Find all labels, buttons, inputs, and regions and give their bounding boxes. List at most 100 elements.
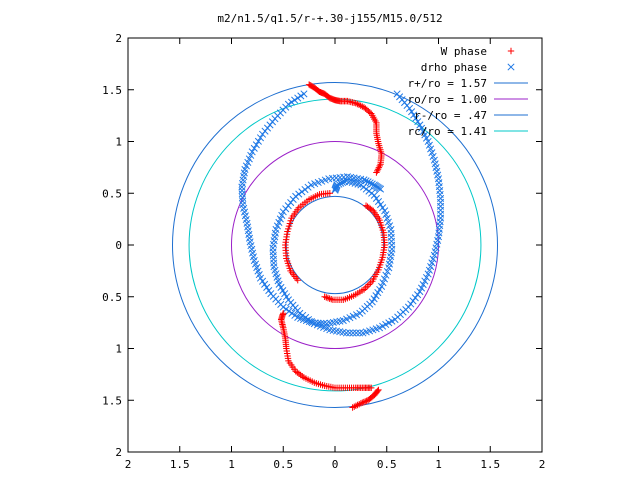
x-tick-label: 1.5 — [480, 458, 500, 471]
data-point — [380, 275, 389, 283]
data-point — [294, 94, 302, 102]
x-tick-label: 1 — [228, 458, 235, 471]
data-point — [252, 141, 260, 149]
data-point — [364, 397, 372, 404]
data-point — [287, 98, 296, 106]
data-point — [287, 217, 294, 224]
x-tick-label: 2 — [539, 458, 546, 471]
data-point — [379, 279, 387, 287]
data-point — [238, 194, 247, 202]
x-tick-label: 2 — [125, 458, 132, 471]
data-point — [286, 220, 294, 227]
data-point — [349, 404, 356, 411]
data-point — [317, 319, 325, 327]
data-point — [288, 214, 295, 222]
legend-label: rc/ro = 1.41 — [408, 125, 487, 138]
data-point — [285, 222, 293, 230]
x-tick-label: 0 — [332, 458, 339, 471]
data-point — [416, 288, 424, 296]
data-point — [405, 104, 414, 112]
data-point — [376, 201, 385, 209]
y-tick-label: 1 — [115, 136, 122, 149]
data-point — [258, 277, 267, 285]
legend-label: drho phase — [421, 61, 487, 74]
y-tick-label: 0 — [115, 239, 122, 252]
reference-circle — [231, 141, 439, 349]
data-point — [360, 398, 367, 406]
y-tick-label: 1.5 — [102, 84, 122, 97]
legend: W phase drho phase r+/ro = 1.57 ro/ro = 1.0… — [408, 45, 528, 138]
reference-circle — [172, 82, 498, 408]
y-tick-label: 2 — [115, 32, 122, 45]
x-tick-label: 1.5 — [170, 458, 190, 471]
data-point — [366, 179, 374, 187]
data-point — [362, 284, 369, 292]
data-point — [368, 180, 376, 188]
data-point — [256, 134, 265, 142]
data-point — [297, 92, 305, 100]
data-point — [256, 274, 265, 282]
y-tick-label: 2 — [115, 446, 122, 459]
data-point — [414, 291, 422, 299]
data-point — [379, 204, 387, 212]
data-point — [292, 192, 300, 200]
y-tick-label: 0.5 — [102, 187, 122, 200]
data-point — [263, 283, 271, 291]
data-point — [382, 271, 390, 279]
data-point — [409, 297, 417, 305]
y-tick-label: 1.5 — [102, 394, 122, 407]
data-point — [261, 280, 269, 288]
data-point — [339, 178, 347, 187]
data-point — [424, 270, 432, 278]
y-tick-label: 1 — [115, 343, 122, 356]
drho-phase-series — [238, 90, 445, 337]
legend-label: r-/ro = .47 — [414, 109, 487, 122]
W-phase-series — [277, 81, 388, 411]
data-point — [342, 177, 350, 185]
data-point — [414, 118, 422, 126]
data-point — [300, 90, 308, 98]
data-point — [285, 225, 292, 233]
data-point — [331, 186, 339, 194]
data-point — [250, 144, 258, 152]
data-point — [362, 202, 370, 209]
x-tick-label: 0.5 — [273, 458, 293, 471]
data-point — [346, 329, 354, 337]
data-point — [421, 277, 429, 285]
data-point — [378, 282, 386, 290]
data-point — [362, 177, 370, 185]
data-point — [265, 286, 273, 295]
x-tick-label: 1 — [435, 458, 442, 471]
legend-label: W phase — [441, 45, 487, 58]
data-point — [356, 329, 364, 337]
data-series — [238, 81, 445, 411]
data-point — [363, 397, 370, 405]
data-point — [360, 176, 368, 184]
data-point — [280, 310, 287, 317]
data-point — [373, 169, 380, 176]
data-point — [238, 187, 246, 195]
data-point — [291, 96, 299, 104]
legend-marker — [507, 47, 515, 55]
data-point — [383, 267, 391, 276]
data-point — [411, 294, 419, 302]
legend-marker — [507, 63, 515, 71]
y-tick-label: 0.5 — [102, 291, 122, 304]
data-point — [359, 399, 366, 406]
data-point — [304, 183, 312, 191]
data-point — [408, 108, 416, 116]
legend-label: r+/ro = 1.57 — [408, 77, 487, 90]
data-point — [364, 282, 371, 290]
data-point — [364, 203, 371, 210]
data-point — [352, 329, 360, 337]
data-point — [362, 398, 369, 405]
data-point — [410, 111, 418, 119]
data-point — [381, 207, 389, 215]
data-point — [422, 273, 431, 282]
chart-title: m2/n1.5/q1.5/r-+.30-j155/M15.0/512 — [217, 12, 442, 25]
data-point — [364, 178, 372, 186]
data-point — [417, 284, 426, 292]
data-point — [374, 197, 383, 206]
data-point — [376, 185, 385, 193]
